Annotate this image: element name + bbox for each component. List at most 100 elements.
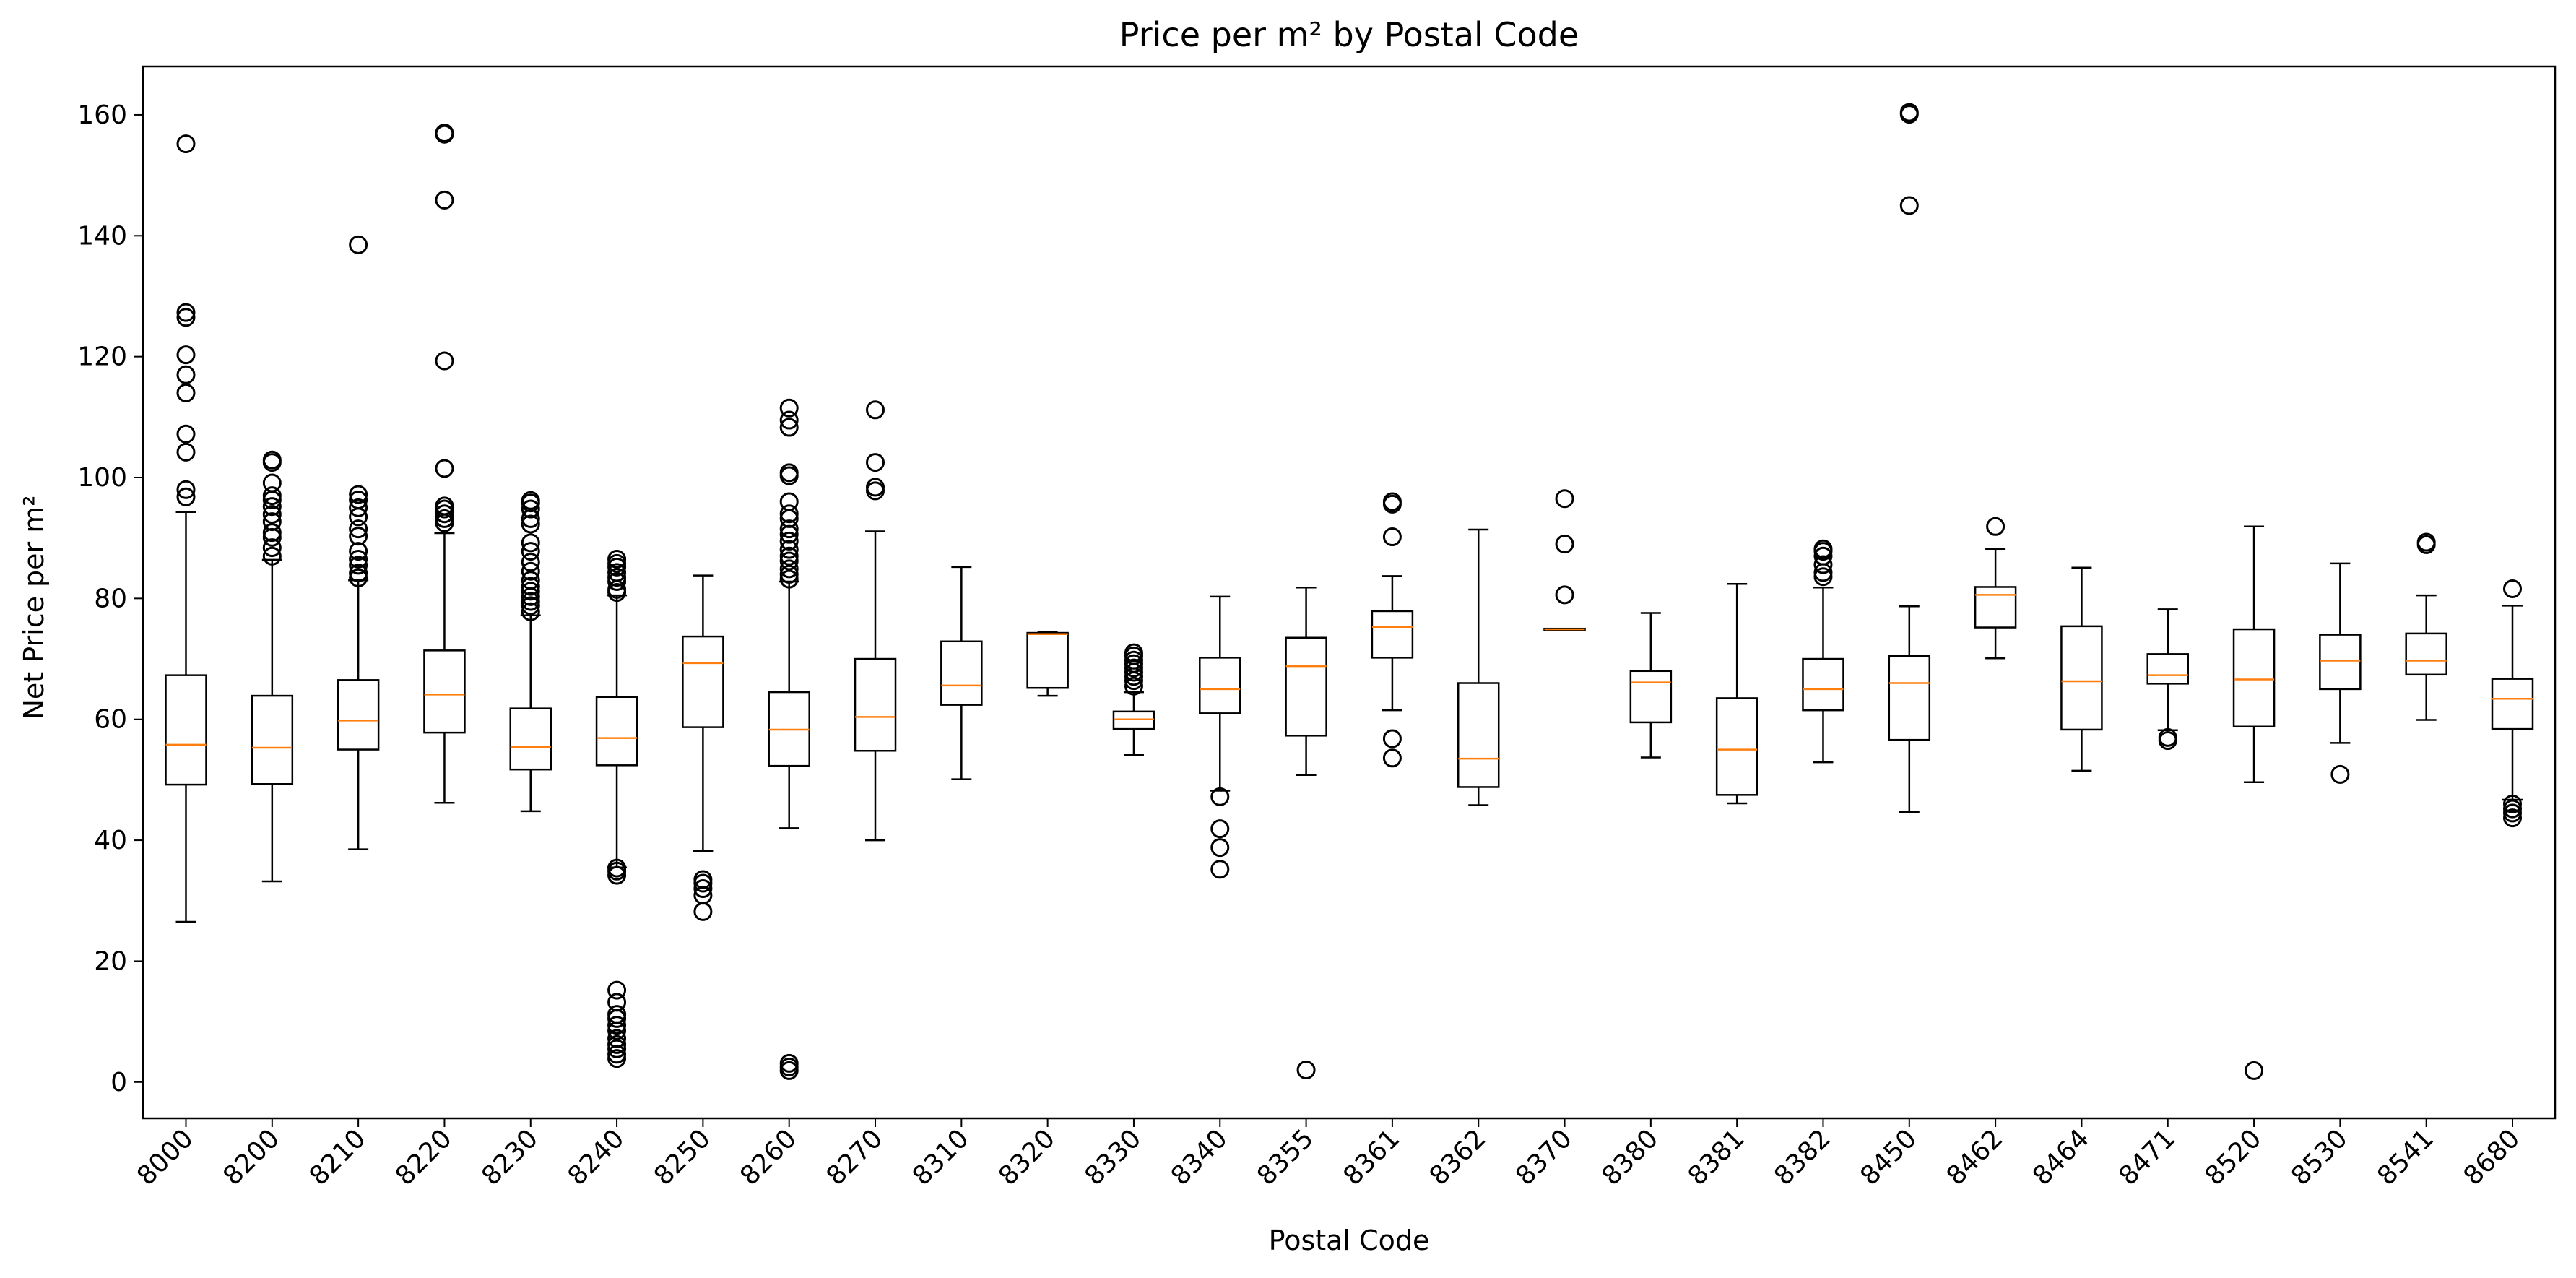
outlier-point [262,546,282,566]
outlier-point [779,564,799,584]
outlier-point [1124,676,1143,696]
x-tick-label: 8250 [649,1123,716,1191]
outlier-point [1986,517,2005,536]
outlier-point [607,1035,627,1054]
outlier-point [176,345,196,365]
iqr-box [2232,628,2276,728]
x-tick-label: 8230 [476,1123,544,1191]
outlier-point [435,496,454,516]
outlier-point [693,879,713,899]
outlier-point [1555,535,1574,554]
outlier-point [262,538,282,558]
outlier-point [693,902,713,921]
y-tick-label: 140 [77,221,127,251]
outlier-point [1899,103,1919,122]
outlier-point [349,542,368,561]
outlier-point [176,308,196,327]
outlier-point [779,398,799,418]
outlier-point [521,592,540,611]
outlier-point [349,498,368,517]
x-tick-label: 8370 [1510,1123,1578,1191]
outlier-point [779,418,799,437]
x-tick-label: 8270 [821,1123,889,1191]
x-axis-label: Postal Code [1269,1225,1430,1256]
iqr-box [1457,682,1500,788]
iqr-box [1112,710,1155,730]
x-tick-label: 8340 [1166,1123,1233,1191]
outlier-point [1296,1061,1316,1080]
iqr-box [423,649,466,734]
outlier-point [779,504,799,524]
outlier-point [2503,799,2522,819]
outlier-point [607,980,627,1000]
plot-area: 0 20 40 60 80 100 120 140 160 8000 8200 8210 8220 823… [77,100,2534,1191]
y-tick-label: 80 [94,584,127,613]
iqr-box [2060,625,2103,731]
outlier-point [693,870,713,889]
y-tick-label: 60 [94,705,127,735]
outlier-point [1382,527,1402,547]
outlier-point [176,134,196,154]
outlier-point [1210,838,1230,858]
outlier-point [2330,764,2350,784]
iqr-box [1199,657,1241,714]
iqr-box [1629,670,1673,724]
outlier-point [2416,532,2436,552]
outlier-point [349,527,368,546]
outlier-point [607,1005,627,1024]
outlier-point [435,190,454,210]
outlier-point [779,463,799,483]
y-tick-label: 160 [77,100,127,130]
y-tick-label: 120 [77,342,127,372]
iqr-box [251,694,294,785]
outlier-point [607,563,627,582]
outlier-point [521,514,540,534]
outlier-point [262,512,282,532]
outlier-point [521,577,540,596]
outlier-point [349,235,368,254]
x-tick-label: 8381 [1683,1123,1751,1191]
outlier-point [521,553,540,572]
outlier-point [435,509,454,528]
x-tick-label: 8520 [2200,1123,2268,1191]
x-tick-label: 8000 [131,1123,199,1191]
outlier-point [1382,748,1402,768]
outlier-point [779,1053,799,1073]
outlier-point [262,505,282,524]
outlier-point [779,492,799,511]
outlier-point [1210,860,1230,879]
iqr-box [2319,634,2362,691]
outlier-point [779,551,799,571]
outlier-point [1899,196,1919,215]
outlier-point [779,1057,799,1076]
outlier-point [349,519,368,539]
outlier-point [1382,729,1402,748]
outlier-point [262,497,282,517]
plot-frame [142,65,2557,1120]
outlier-point [349,564,368,583]
iqr-box [1026,631,1069,689]
outlier-point [262,473,282,493]
outlier-point [607,1029,627,1048]
chart-title: Price per m² by Postal Code [1119,15,1579,54]
outlier-point [607,1016,627,1035]
iqr-box [1802,657,1844,712]
outlier-point [435,504,454,524]
outlier-point [176,365,196,384]
x-tick-label: 8220 [390,1123,458,1191]
outlier-point [607,858,627,878]
outlier-point [176,487,196,506]
iqr-box [1285,636,1327,737]
outlier-point [435,124,454,143]
x-tick-label: 8462 [1941,1123,2009,1191]
outlier-point [435,351,454,371]
outlier-point [1210,819,1230,839]
outlier-point [176,424,196,444]
iqr-box [509,707,552,771]
iqr-box [1371,610,1414,659]
outlier-point [2503,794,2522,813]
y-tick-label: 0 [110,1068,127,1097]
outlier-point [1813,539,1833,558]
outlier-point [607,568,627,587]
outlier-point [2158,727,2177,747]
